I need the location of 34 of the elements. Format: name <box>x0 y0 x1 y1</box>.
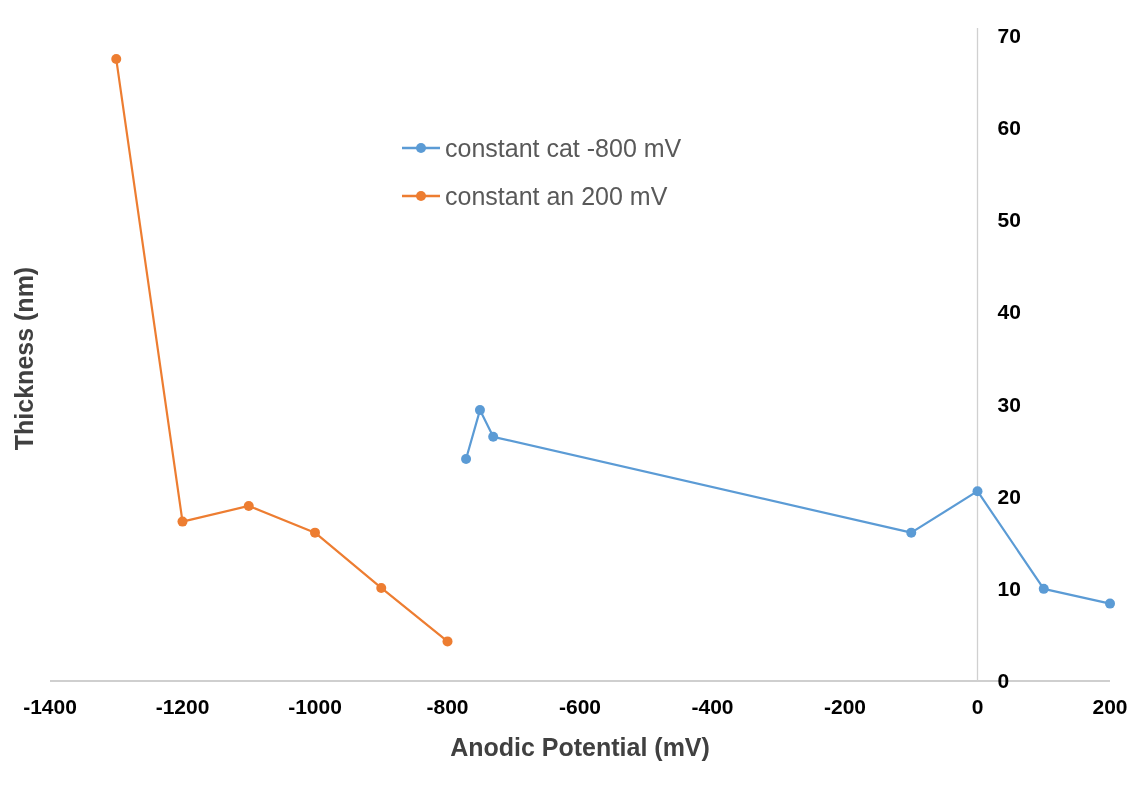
y-tick-label: 40 <box>997 300 1021 324</box>
point <box>461 453 472 464</box>
y-tick-label: 0 <box>997 669 1010 692</box>
x-tick-label: -800 <box>426 695 469 718</box>
point <box>310 527 320 538</box>
y-axis-title: Thickness (nm) <box>9 266 38 451</box>
y-tick-label: 10 <box>997 576 1021 600</box>
point <box>972 486 983 497</box>
y-tick-label: 60 <box>997 116 1021 140</box>
y-tick-label: 70 <box>997 24 1021 47</box>
x-tick-label: -1200 <box>155 695 210 718</box>
x-tick-label: -200 <box>823 695 867 718</box>
point <box>1038 583 1049 594</box>
x-tick-label: -1000 <box>288 695 342 718</box>
x-tick-label: 200 <box>1092 695 1128 718</box>
x-axis-title: Anodic Potential (mV) <box>450 733 710 761</box>
point <box>1105 598 1115 609</box>
legend-label: constant cat -800 mV <box>445 134 682 162</box>
y-tick-label: 20 <box>997 484 1021 508</box>
point <box>376 582 387 593</box>
legend-label: constant an 200 mV <box>445 182 668 210</box>
x-tick-label: 0 <box>971 695 984 718</box>
x-tick-label: -1400 <box>23 695 77 718</box>
x-tick-label: -400 <box>691 695 734 718</box>
y-tick-label: 50 <box>997 208 1021 232</box>
point <box>243 500 254 511</box>
point <box>488 431 499 442</box>
point <box>906 527 917 538</box>
x-tick-label: -600 <box>558 695 602 718</box>
point <box>442 636 453 647</box>
y-tick-label: 30 <box>997 392 1021 416</box>
point <box>177 516 188 527</box>
point <box>474 405 485 416</box>
point <box>111 54 122 65</box>
